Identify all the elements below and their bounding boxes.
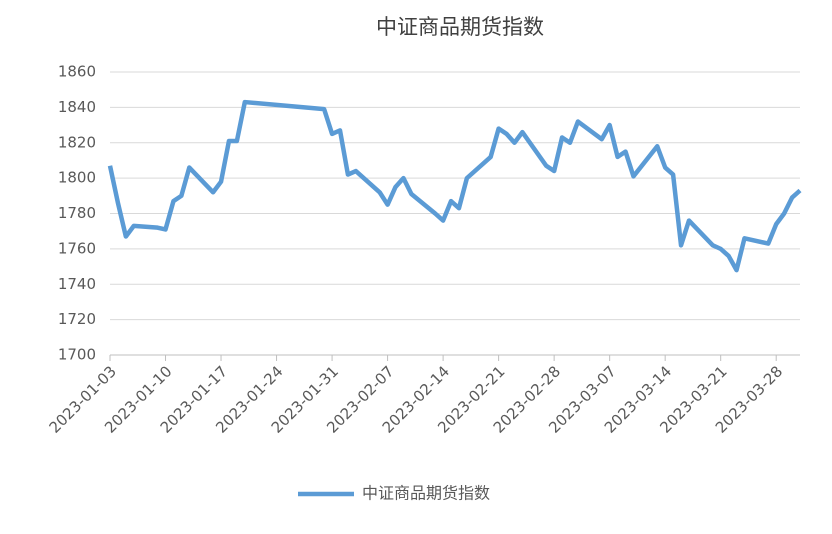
y-tick-label: 1780	[58, 204, 96, 222]
y-tick-label: 1720	[58, 310, 96, 328]
legend-label: 中证商品期货指数	[362, 484, 490, 503]
chart-title: 中证商品期货指数	[376, 15, 544, 39]
y-tick-label: 1820	[58, 133, 96, 151]
y-tick-label: 1860	[58, 63, 96, 81]
y-tick-label: 1700	[58, 346, 96, 364]
y-tick-label: 1840	[58, 98, 96, 116]
data-line	[107, 99, 802, 273]
y-tick-label: 1760	[58, 239, 96, 257]
y-tick-label: 1800	[58, 169, 96, 187]
y-tick-label: 1740	[58, 275, 96, 293]
